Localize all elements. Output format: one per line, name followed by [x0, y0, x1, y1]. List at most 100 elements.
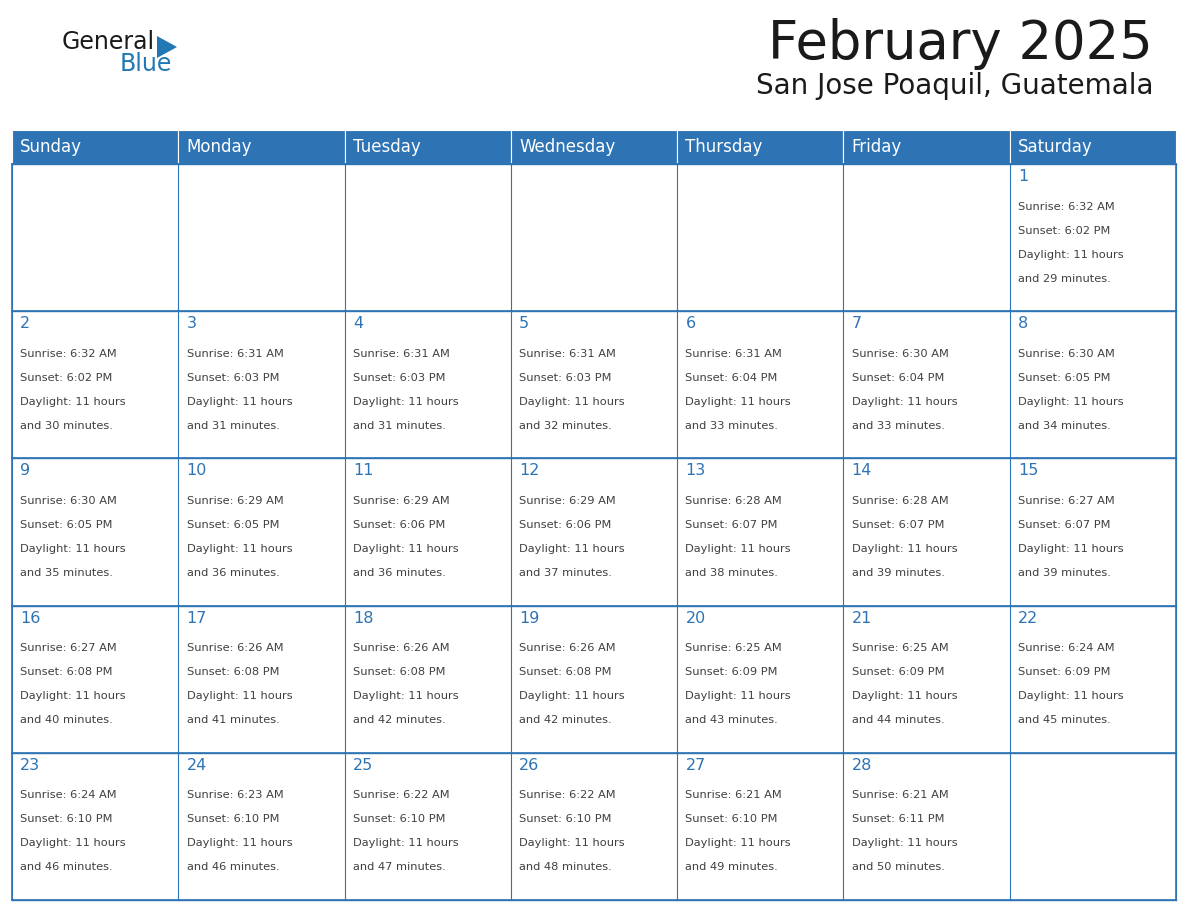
Text: Sunrise: 6:29 AM: Sunrise: 6:29 AM: [519, 496, 615, 506]
Bar: [178, 458, 345, 606]
Text: Sunrise: 6:29 AM: Sunrise: 6:29 AM: [187, 496, 284, 506]
Bar: [511, 606, 677, 753]
Bar: [12, 130, 178, 164]
Text: Thursday: Thursday: [685, 138, 763, 156]
Text: 26: 26: [519, 757, 539, 773]
Text: Sunrise: 6:25 AM: Sunrise: 6:25 AM: [852, 644, 948, 653]
Text: Sunday: Sunday: [20, 138, 82, 156]
Text: Daylight: 11 hours: Daylight: 11 hours: [685, 691, 791, 701]
Text: Saturday: Saturday: [1018, 138, 1093, 156]
Bar: [178, 311, 345, 458]
Text: Sunrise: 6:28 AM: Sunrise: 6:28 AM: [852, 496, 948, 506]
Text: Sunrise: 6:30 AM: Sunrise: 6:30 AM: [1018, 349, 1114, 359]
Bar: [843, 311, 1010, 458]
Text: Monday: Monday: [187, 138, 252, 156]
Text: Sunset: 6:10 PM: Sunset: 6:10 PM: [187, 814, 279, 824]
Bar: [511, 130, 677, 164]
Bar: [1010, 164, 1176, 311]
Bar: [178, 130, 345, 164]
Text: Sunrise: 6:30 AM: Sunrise: 6:30 AM: [852, 349, 948, 359]
Bar: [511, 164, 677, 311]
Text: and 44 minutes.: and 44 minutes.: [852, 715, 944, 725]
Bar: [345, 753, 511, 900]
Text: 21: 21: [852, 610, 872, 625]
Text: Sunset: 6:08 PM: Sunset: 6:08 PM: [20, 667, 113, 677]
Bar: [12, 606, 178, 753]
Text: Wednesday: Wednesday: [519, 138, 615, 156]
Text: and 32 minutes.: and 32 minutes.: [519, 420, 612, 431]
Text: 18: 18: [353, 610, 373, 625]
Text: Sunset: 6:09 PM: Sunset: 6:09 PM: [852, 667, 944, 677]
Text: 11: 11: [353, 464, 373, 478]
Text: San Jose Poaquil, Guatemala: San Jose Poaquil, Guatemala: [756, 72, 1154, 100]
Bar: [677, 606, 843, 753]
Text: Daylight: 11 hours: Daylight: 11 hours: [519, 397, 625, 407]
Text: Daylight: 11 hours: Daylight: 11 hours: [20, 397, 126, 407]
Text: Daylight: 11 hours: Daylight: 11 hours: [519, 691, 625, 701]
Text: 12: 12: [519, 464, 539, 478]
Text: Sunset: 6:02 PM: Sunset: 6:02 PM: [20, 373, 113, 383]
Text: and 47 minutes.: and 47 minutes.: [353, 862, 446, 872]
Text: 1: 1: [1018, 169, 1029, 184]
Text: Daylight: 11 hours: Daylight: 11 hours: [519, 838, 625, 848]
Text: Daylight: 11 hours: Daylight: 11 hours: [353, 691, 459, 701]
Text: and 45 minutes.: and 45 minutes.: [1018, 715, 1111, 725]
Text: Sunrise: 6:22 AM: Sunrise: 6:22 AM: [353, 790, 449, 800]
Text: 23: 23: [20, 757, 40, 773]
Bar: [1010, 753, 1176, 900]
Text: Daylight: 11 hours: Daylight: 11 hours: [852, 838, 958, 848]
Text: and 36 minutes.: and 36 minutes.: [187, 568, 279, 578]
Bar: [12, 164, 178, 311]
Text: Sunrise: 6:24 AM: Sunrise: 6:24 AM: [1018, 644, 1114, 653]
Text: and 30 minutes.: and 30 minutes.: [20, 420, 113, 431]
Bar: [677, 164, 843, 311]
Text: 22: 22: [1018, 610, 1038, 625]
Text: Sunset: 6:03 PM: Sunset: 6:03 PM: [353, 373, 446, 383]
Text: 27: 27: [685, 757, 706, 773]
Text: and 36 minutes.: and 36 minutes.: [353, 568, 446, 578]
Text: 15: 15: [1018, 464, 1038, 478]
Text: Sunrise: 6:21 AM: Sunrise: 6:21 AM: [685, 790, 782, 800]
Text: Sunset: 6:02 PM: Sunset: 6:02 PM: [1018, 226, 1111, 236]
Text: Daylight: 11 hours: Daylight: 11 hours: [20, 544, 126, 554]
Text: Sunset: 6:04 PM: Sunset: 6:04 PM: [685, 373, 778, 383]
Text: and 41 minutes.: and 41 minutes.: [187, 715, 279, 725]
Text: and 42 minutes.: and 42 minutes.: [519, 715, 612, 725]
Text: and 35 minutes.: and 35 minutes.: [20, 568, 113, 578]
Text: and 50 minutes.: and 50 minutes.: [852, 862, 944, 872]
Text: 17: 17: [187, 610, 207, 625]
Text: Daylight: 11 hours: Daylight: 11 hours: [685, 397, 791, 407]
Text: Daylight: 11 hours: Daylight: 11 hours: [1018, 544, 1124, 554]
Bar: [677, 311, 843, 458]
Bar: [1010, 606, 1176, 753]
Text: Daylight: 11 hours: Daylight: 11 hours: [353, 397, 459, 407]
Bar: [1010, 458, 1176, 606]
Text: Sunrise: 6:29 AM: Sunrise: 6:29 AM: [353, 496, 449, 506]
Text: and 34 minutes.: and 34 minutes.: [1018, 420, 1111, 431]
Text: Daylight: 11 hours: Daylight: 11 hours: [1018, 250, 1124, 260]
Text: Daylight: 11 hours: Daylight: 11 hours: [187, 544, 292, 554]
Text: 14: 14: [852, 464, 872, 478]
Text: Sunset: 6:06 PM: Sunset: 6:06 PM: [353, 520, 446, 530]
Text: Daylight: 11 hours: Daylight: 11 hours: [685, 544, 791, 554]
Text: 2: 2: [20, 316, 31, 331]
Text: 16: 16: [20, 610, 40, 625]
Text: 8: 8: [1018, 316, 1029, 331]
Text: 19: 19: [519, 610, 539, 625]
Bar: [511, 753, 677, 900]
Text: and 40 minutes.: and 40 minutes.: [20, 715, 113, 725]
Text: Sunset: 6:07 PM: Sunset: 6:07 PM: [685, 520, 778, 530]
Text: Sunset: 6:08 PM: Sunset: 6:08 PM: [187, 667, 279, 677]
Text: and 42 minutes.: and 42 minutes.: [353, 715, 446, 725]
Text: Sunset: 6:09 PM: Sunset: 6:09 PM: [1018, 667, 1111, 677]
Text: Sunrise: 6:26 AM: Sunrise: 6:26 AM: [353, 644, 449, 653]
Text: and 43 minutes.: and 43 minutes.: [685, 715, 778, 725]
Text: Sunset: 6:10 PM: Sunset: 6:10 PM: [685, 814, 778, 824]
Text: Sunset: 6:10 PM: Sunset: 6:10 PM: [519, 814, 612, 824]
Bar: [345, 130, 511, 164]
Text: Sunrise: 6:27 AM: Sunrise: 6:27 AM: [20, 644, 118, 653]
Text: and 39 minutes.: and 39 minutes.: [1018, 568, 1111, 578]
Bar: [677, 753, 843, 900]
Text: Sunset: 6:07 PM: Sunset: 6:07 PM: [1018, 520, 1111, 530]
Text: Sunrise: 6:21 AM: Sunrise: 6:21 AM: [852, 790, 948, 800]
